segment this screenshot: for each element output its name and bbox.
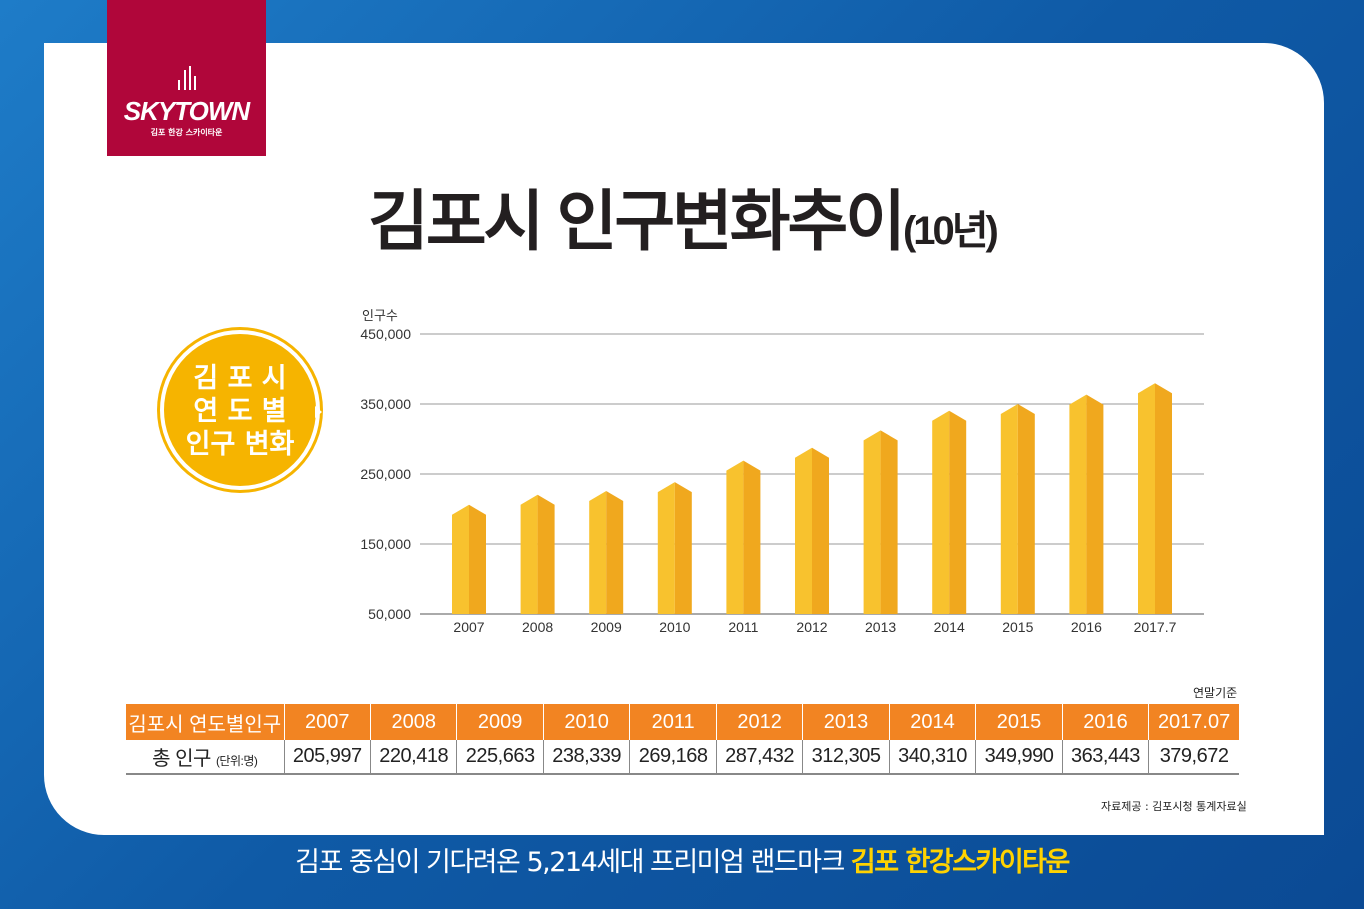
table-value-cell: 287,432 — [716, 740, 804, 775]
y-tick-label: 150,000 — [360, 536, 411, 552]
table-year-header: 2010 — [543, 704, 631, 740]
table-value-cell: 238,339 — [543, 740, 631, 775]
skytown-logo: SKYTOWN 김포 한강 스카이타운 — [107, 0, 266, 156]
table-year-header: 2016 — [1062, 704, 1150, 740]
badge-line: 김 포 시 — [193, 363, 287, 394]
bar — [1138, 383, 1155, 614]
table-year-header: 2007 — [284, 704, 371, 740]
x-tick-label: 2014 — [934, 619, 965, 635]
footer-tagline: 김포 중심이 기다려온 5,214세대 프리미엄 랜드마크 김포 한강스카이타운 — [0, 840, 1364, 879]
bar-shade — [674, 482, 692, 614]
table-value-cell: 269,168 — [629, 740, 717, 775]
bar — [520, 494, 538, 614]
footer-text: 김포 중심이 기다려온 5,214세대 프리미엄 랜드마크 — [295, 847, 851, 878]
table-header-label: 김포시 연도별인구 — [126, 704, 285, 740]
y-axis-label: 인구수 — [362, 308, 398, 323]
table-year-header: 2009 — [456, 704, 544, 740]
x-tick-label: 2010 — [659, 619, 690, 635]
table-value-cell: 379,672 — [1148, 740, 1239, 775]
page-title: 김포시 인구변화추이(10년) — [0, 168, 1364, 264]
y-tick-label: 250,000 — [360, 466, 411, 482]
footer-highlight: 김포 한강스카이타운 — [850, 847, 1070, 878]
table-year-header: 2017.07 — [1148, 704, 1239, 740]
bar-shade — [537, 494, 555, 614]
bar — [863, 430, 881, 614]
x-tick-label: 2016 — [1071, 619, 1102, 635]
table-year-header: 2013 — [802, 704, 890, 740]
title-suffix: (10년) — [902, 209, 999, 253]
table-year-header: 2014 — [889, 704, 977, 740]
bar-shade — [1086, 394, 1104, 614]
x-tick-label: 2007 — [453, 619, 484, 635]
bar — [657, 482, 675, 614]
bar-shade — [1017, 404, 1035, 614]
bar — [1000, 404, 1018, 614]
bar-shade — [1155, 383, 1172, 614]
y-tick-label: 350,000 — [360, 396, 411, 412]
y-tick-label: 450,000 — [360, 326, 411, 342]
table-value-cell: 340,310 — [889, 740, 977, 775]
bar — [726, 460, 744, 614]
building-icon — [177, 66, 196, 90]
bar — [452, 504, 469, 614]
bar-shade — [743, 460, 761, 614]
table-year-header: 2012 — [716, 704, 804, 740]
table-year-header: 2015 — [975, 704, 1063, 740]
table-value-cell: 312,305 — [802, 740, 890, 775]
badge-line: 연 도 별 — [193, 396, 287, 427]
bar-shade — [949, 410, 967, 614]
x-tick-label: 2015 — [1002, 619, 1033, 635]
population-table: 김포시 연도별인구 2007 2008 2009 2010 2011 2012 2013 201… — [126, 704, 1239, 775]
table-value-cell: 205,997 — [284, 740, 371, 775]
table-year-header: 2008 — [370, 704, 458, 740]
table-year-header: 2011 — [629, 704, 717, 740]
bar-shade — [880, 430, 898, 614]
row-label: 총 인구 (단위:명) — [126, 740, 285, 775]
badge-circle: 김 포 시 연 도 별 인구 변화 — [160, 330, 322, 490]
basis-note: 연말기준 — [1193, 686, 1238, 700]
bar — [589, 491, 607, 614]
table-value-cell: 225,663 — [456, 740, 544, 775]
source-note: 자료제공 : 김포시청 통계자료실 — [1101, 800, 1247, 813]
x-tick-label: 2011 — [728, 619, 758, 635]
x-tick-label: 2009 — [591, 619, 622, 635]
y-tick-label: 50,000 — [368, 606, 411, 622]
bar — [795, 447, 812, 614]
badge-line: 인구 변화 — [185, 429, 295, 460]
table-value-cell: 349,990 — [975, 740, 1063, 775]
table-value-cell: 220,418 — [370, 740, 458, 775]
bar — [932, 410, 950, 614]
bar — [1069, 394, 1087, 614]
bar-shade — [812, 447, 829, 614]
logo-sub: 김포 한강 스카이타운 — [150, 128, 223, 137]
title-main: 김포시 인구변화추이 — [368, 184, 906, 258]
bar-shade — [606, 491, 624, 614]
x-tick-label: 2017.7 — [1134, 619, 1177, 635]
x-tick-label: 2012 — [796, 619, 827, 635]
row-label-text: 총 인구 — [152, 748, 211, 770]
bar-shade — [469, 504, 486, 614]
table-value-cell: 363,443 — [1062, 740, 1150, 775]
logo-brand: SKYTOWN — [123, 96, 250, 126]
x-tick-label: 2008 — [522, 619, 553, 635]
row-unit: (단위:명) — [215, 754, 258, 768]
x-tick-label: 2013 — [865, 619, 896, 635]
